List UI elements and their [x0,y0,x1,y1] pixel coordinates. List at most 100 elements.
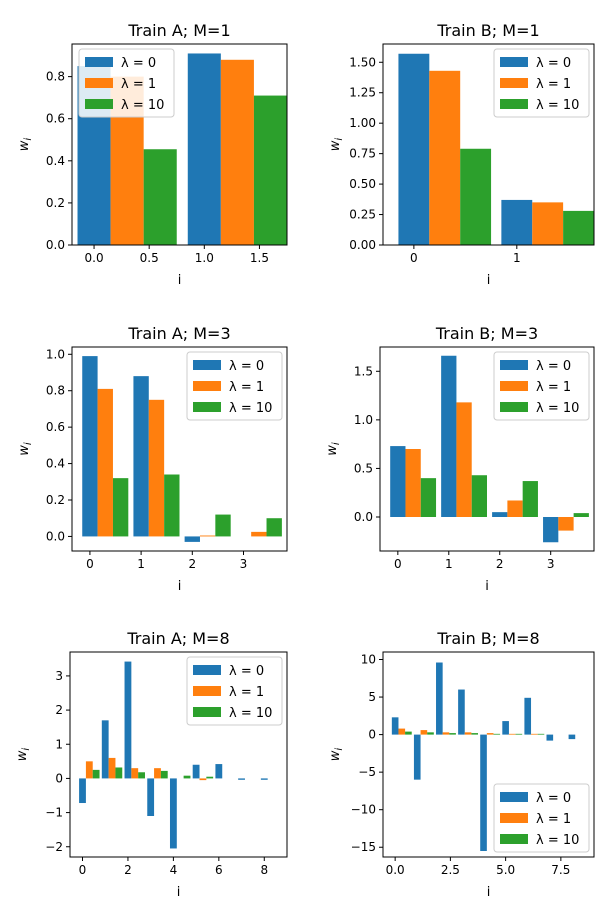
y-tick-label: 1.00 [349,116,376,130]
bar [164,474,180,537]
bar [460,148,492,245]
y-tick-label: 1.50 [349,55,376,69]
bar [184,536,200,542]
y-tick-label: 0.8 [46,384,65,398]
legend-swatch [500,834,528,844]
legend-swatch [500,381,528,391]
bar [215,514,231,537]
bar [441,355,457,517]
bar [524,697,532,735]
bar [563,210,594,245]
legend-label: λ = 0 [121,56,156,71]
bar [449,733,456,735]
bar [486,733,494,735]
x-tick-label: 1.0 [195,251,214,265]
bar [220,59,254,245]
bar [160,770,168,779]
x-tick-label: 0.5 [140,251,159,265]
y-tick-label: −10 [351,803,376,817]
y-tick-label: 3 [55,669,63,683]
x-axis-label: i [487,273,491,288]
y-tick-label: −15 [351,840,376,854]
bar [199,535,216,537]
y-tick-label: 0.4 [46,457,65,471]
bar [148,399,165,537]
y-tick-label: 0 [368,728,376,742]
x-axis-label: i [487,885,491,900]
x-axis-label: i [178,273,182,288]
bar [143,149,177,245]
y-tick-label: 1.25 [349,86,376,100]
legend-swatch [500,402,528,412]
x-tick-label: 1 [513,251,521,265]
y-tick-label: 0.0 [46,238,65,252]
bar [531,733,538,735]
chart-panel: 0 1 0.00 0.25 0.50 0.75 1.00 1.25 1.50 Train B; M… [328,21,595,288]
x-tick-label: 0 [86,557,94,571]
legend-swatch [500,99,528,109]
bar [508,733,516,735]
y-tick-label: −5 [358,765,376,779]
bar [558,517,574,531]
y-tick-label: 0 [55,771,63,785]
bar [115,767,123,779]
x-tick-label: 2 [124,863,132,877]
bar [458,689,465,735]
bar [568,734,576,740]
y-tick-label: 0.8 [46,70,65,84]
bar [187,53,221,245]
x-tick-label: 1 [137,557,145,571]
y-tick-label: 2 [55,703,63,717]
legend-swatch [193,686,221,696]
y-tick-label: 0.0 [46,529,65,543]
legend-label: λ = 0 [229,359,264,374]
legend-swatch [193,360,221,370]
legend-label: λ = 0 [536,56,571,71]
legend-label: λ = 0 [536,791,571,806]
legend-label: λ = 10 [536,98,579,113]
y-tick-label: 0.75 [349,147,376,161]
bar [206,776,214,779]
y-axis-label: wi [17,442,34,456]
x-tick-label: 7.5 [551,863,570,877]
chart-panel: 0.0 0.5 1.0 1.5 0.0 0.2 0.4 0.6 0.8 Train A; M=1 i… [17,21,288,288]
bar [398,53,430,245]
bar [101,720,109,779]
bar [543,517,559,543]
x-tick-label: 0 [394,557,402,571]
legend-label: λ = 1 [536,812,571,827]
y-tick-label: 0.25 [349,208,376,222]
legend-label: λ = 1 [536,380,571,395]
axes-frame [71,43,288,246]
axes-frame [71,346,288,552]
legend-label: λ = 1 [121,77,156,92]
y-tick-label: 1.0 [46,347,65,361]
chart-title: Train A; M=1 [127,21,230,40]
axes-frame [382,43,595,246]
bar [464,732,472,735]
bar [260,778,268,780]
axes-frame [69,651,288,858]
y-tick-label: 0.5 [354,461,373,475]
x-axis-label: i [485,579,489,594]
bar [420,730,428,735]
legend-label: λ = 10 [229,706,272,721]
bar [92,769,100,779]
legend-swatch [85,57,113,67]
bar [391,717,399,735]
bar [515,733,523,735]
bar [480,734,487,851]
x-tick-label: 2 [496,557,504,571]
y-axis-label: wi [328,138,345,152]
bar [131,768,139,779]
chart-panel: 0.0 2.5 5.0 7.5 −15 −10 −5 0 5 10 Train B; M=8 i wi λ… [328,629,595,900]
y-tick-label: −1 [45,806,63,820]
y-tick-label: 5 [368,690,376,704]
bar [266,518,282,537]
legend-swatch [500,813,528,823]
axes-frame [379,346,595,552]
y-axis-label: wi [17,138,34,152]
